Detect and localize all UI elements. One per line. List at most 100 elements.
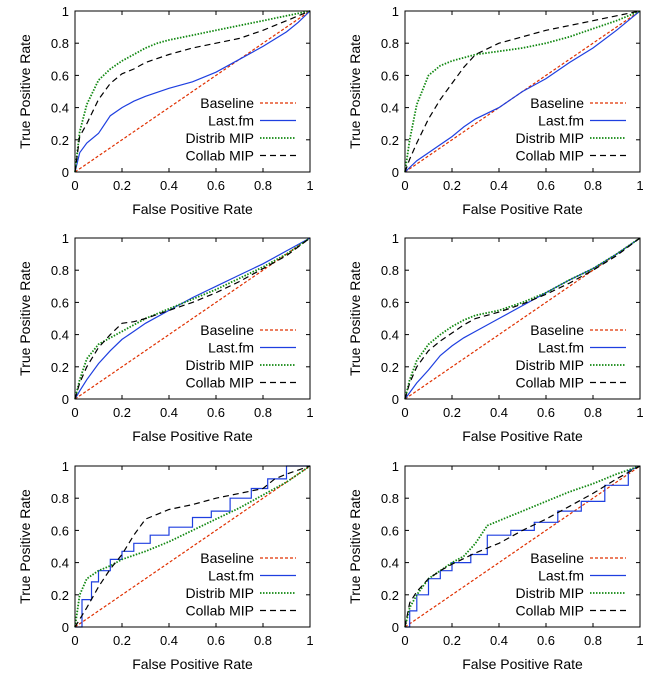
x-tick-label: 0.8 [584, 633, 602, 648]
legend-label: Collab MIP [186, 603, 254, 619]
x-tick-label: 0.4 [490, 178, 508, 193]
plot-frame [74, 237, 311, 400]
y-axis-label: True Positive Rate [347, 261, 363, 376]
legend-label: Collab MIP [186, 148, 254, 164]
legend-label: Distrib MIP [516, 585, 584, 601]
y-tick-label: 0 [392, 392, 399, 407]
y-tick-label: 0.2 [51, 133, 69, 148]
y-tick-label: 0.8 [51, 491, 69, 506]
series-line-collab-mip [404, 237, 641, 400]
x-tick-label: 0.8 [584, 405, 602, 420]
x-tick-label: 0 [401, 178, 408, 193]
y-tick-label: 0.4 [381, 556, 399, 571]
y-tick-label: 1 [392, 459, 399, 474]
y-axis-label: True Positive Rate [347, 489, 363, 604]
y-tick-label: 1 [62, 231, 69, 246]
y-tick-label: 0.4 [51, 101, 69, 116]
series-line-distrib-mip [74, 465, 311, 628]
series-line-last-fm [74, 10, 311, 173]
x-tick-label: 0.4 [160, 178, 178, 193]
plot-frame [404, 465, 641, 628]
plot-frame [404, 237, 641, 400]
roc-chart-6: 0 0.2 0.4 0.6 0.8 1 0 0.2 0.4 0.6 0.8 1 False Positi… [347, 459, 644, 672]
legend-label: Distrib MIP [516, 130, 584, 146]
series-line-baseline [74, 10, 311, 173]
x-axis-label: False Positive Rate [462, 656, 583, 672]
y-tick-label: 0.4 [381, 328, 399, 343]
x-axis-label: False Positive Rate [462, 428, 583, 444]
y-tick-label: 0 [62, 392, 69, 407]
x-tick-label: 1 [636, 633, 643, 648]
series-line-distrib-mip [404, 465, 641, 628]
y-tick-label: 0.2 [381, 133, 399, 148]
roc-panel-2: 0 0.2 0.4 0.6 0.8 1 0 0.2 0.4 0.6 0.8 1 False Positi… [330, 0, 660, 228]
x-tick-label: 1 [306, 178, 313, 193]
x-tick-label: 0.2 [113, 633, 131, 648]
roc-chart-2: 0 0.2 0.4 0.6 0.8 1 0 0.2 0.4 0.6 0.8 1 False Positi… [347, 4, 644, 217]
x-tick-label: 0.2 [443, 178, 461, 193]
roc-panel-4: 0 0.2 0.4 0.6 0.8 1 0 0.2 0.4 0.6 0.8 1 False Positi… [330, 227, 660, 455]
legend-label: Last.fm [208, 568, 254, 584]
legend-label: Baseline [200, 550, 254, 566]
x-tick-label: 0.6 [537, 178, 555, 193]
x-tick-label: 0.4 [160, 633, 178, 648]
legend-label: Collab MIP [516, 603, 584, 619]
series-line-last-fm [404, 10, 641, 173]
x-tick-label: 0.8 [254, 405, 272, 420]
plot-frame [74, 10, 311, 173]
series-line-distrib-mip [404, 10, 641, 173]
y-tick-label: 0.4 [51, 556, 69, 571]
x-tick-label: 0.2 [113, 405, 131, 420]
y-axis-label: True Positive Rate [17, 34, 33, 149]
x-tick-label: 0 [401, 633, 408, 648]
legend-label: Baseline [530, 322, 584, 338]
x-tick-label: 0.4 [490, 633, 508, 648]
x-tick-label: 0.6 [537, 633, 555, 648]
series-line-distrib-mip [74, 10, 311, 173]
series-line-baseline [404, 465, 641, 628]
y-tick-label: 1 [62, 459, 69, 474]
y-tick-label: 0.8 [51, 263, 69, 278]
series-line-last-fm [404, 237, 641, 400]
series-line-collab-mip [74, 237, 311, 400]
y-tick-label: 0.2 [51, 588, 69, 603]
y-tick-label: 0.8 [381, 491, 399, 506]
x-tick-label: 0.6 [207, 633, 225, 648]
legend-label: Baseline [530, 550, 584, 566]
plot-frame [404, 10, 641, 173]
y-tick-label: 0 [62, 165, 69, 180]
y-tick-label: 0.6 [381, 523, 399, 538]
y-tick-label: 0.2 [51, 360, 69, 375]
y-axis-label: True Positive Rate [17, 261, 33, 376]
x-tick-label: 0 [401, 405, 408, 420]
roc-chart-5: 0 0.2 0.4 0.6 0.8 1 0 0.2 0.4 0.6 0.8 1 False Positi… [17, 459, 314, 672]
roc-panel-3: 0 0.2 0.4 0.6 0.8 1 0 0.2 0.4 0.6 0.8 1 False Positi… [0, 227, 330, 455]
x-tick-label: 0.6 [207, 405, 225, 420]
x-axis-label: False Positive Rate [132, 656, 253, 672]
x-tick-label: 1 [306, 405, 313, 420]
series-line-baseline [404, 237, 641, 400]
y-tick-label: 0.8 [381, 263, 399, 278]
x-tick-label: 0.4 [160, 405, 178, 420]
y-tick-label: 0 [392, 165, 399, 180]
x-tick-label: 1 [636, 405, 643, 420]
legend-label: Collab MIP [516, 375, 584, 391]
y-tick-label: 0.6 [51, 523, 69, 538]
roc-panel-1: 0 0.2 0.4 0.6 0.8 1 0 0.2 0.4 0.6 0.8 1 False Positi… [0, 0, 330, 228]
x-axis-label: False Positive Rate [132, 201, 253, 217]
x-tick-label: 0.6 [207, 178, 225, 193]
roc-chart-1: 0 0.2 0.4 0.6 0.8 1 0 0.2 0.4 0.6 0.8 1 False Positi… [17, 4, 314, 217]
legend-label: Last.fm [538, 568, 584, 584]
series-line-collab-mip [74, 10, 311, 173]
y-tick-label: 0.6 [381, 295, 399, 310]
roc-chart-3: 0 0.2 0.4 0.6 0.8 1 0 0.2 0.4 0.6 0.8 1 False Positi… [17, 231, 314, 444]
legend-label: Baseline [200, 322, 254, 338]
x-tick-label: 0 [71, 633, 78, 648]
x-tick-label: 0.8 [254, 633, 272, 648]
y-tick-label: 0.8 [381, 36, 399, 51]
x-tick-label: 0.2 [443, 633, 461, 648]
x-tick-label: 0 [71, 405, 78, 420]
y-axis-label: True Positive Rate [17, 489, 33, 604]
y-tick-label: 0 [392, 620, 399, 635]
series-line-baseline [74, 465, 311, 628]
